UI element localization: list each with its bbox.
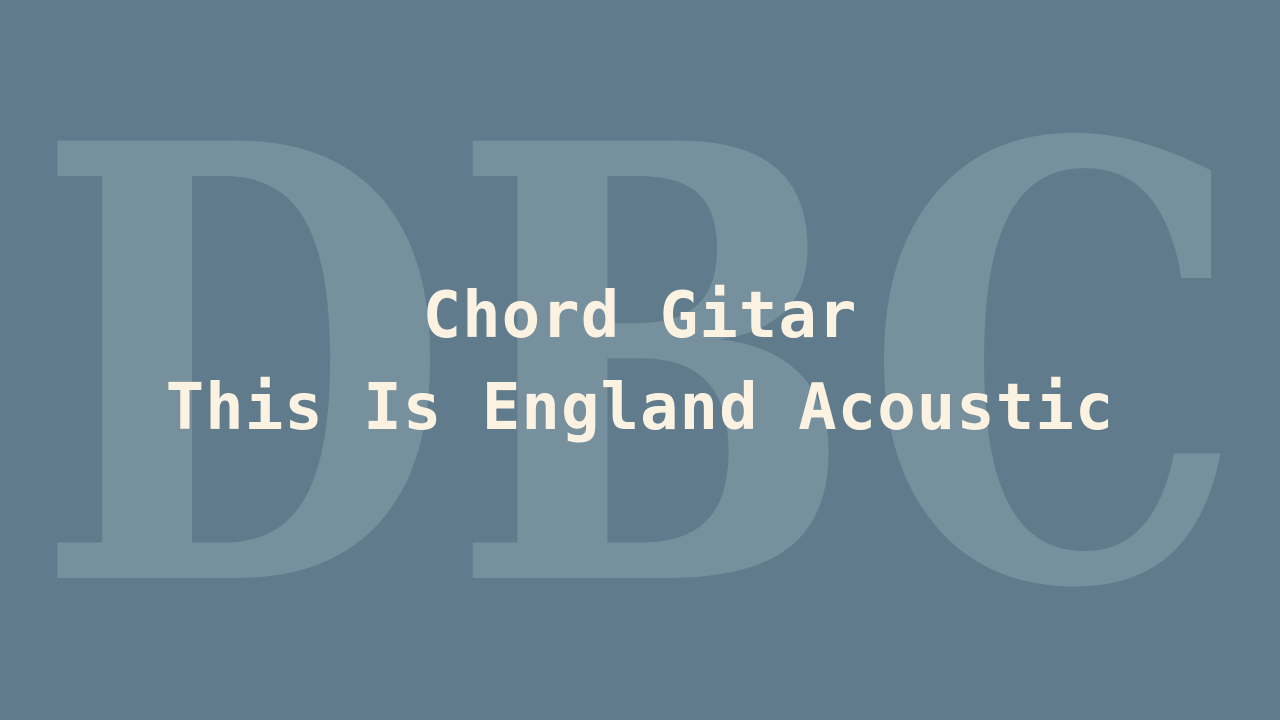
title-line-2: This Is England Acoustic bbox=[165, 371, 1115, 445]
watermark-text: DBC bbox=[35, 15, 1245, 720]
title-line-1: Chord Gitar bbox=[422, 279, 858, 353]
title-block: Chord Gitar This Is England Acoustic bbox=[0, 270, 1280, 454]
